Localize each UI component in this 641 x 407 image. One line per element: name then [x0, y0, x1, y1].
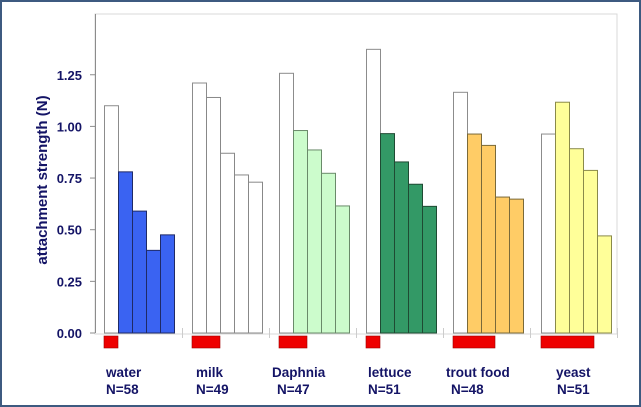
category-label: milk [196, 365, 224, 380]
red-bar-water [103, 335, 119, 349]
y-tick-label: 1.25 [57, 68, 82, 83]
bar-yeast-0 [541, 133, 556, 334]
bar-trout-food-4 [509, 198, 524, 334]
bar-water-4 [160, 234, 175, 334]
category-label: trout food [446, 365, 510, 380]
bar-milk-0 [192, 82, 207, 334]
bar-milk-2 [220, 152, 235, 334]
bar-lettuce-2 [394, 161, 409, 334]
y-tick-label: 0.50 [57, 223, 82, 238]
red-bar-yeast [540, 335, 595, 349]
y-tick-label: 0.25 [57, 274, 82, 289]
bar-milk-3 [234, 174, 249, 334]
bar-trout-food-1 [467, 133, 482, 334]
sample-size-label: N=51 [368, 382, 401, 397]
bar-yeast-2 [569, 148, 584, 334]
bar-lettuce-4 [422, 205, 437, 334]
bar-milk-4 [248, 181, 263, 334]
category-label: lettuce [368, 365, 412, 380]
category-label: water [105, 365, 142, 380]
bar-milk-1 [206, 96, 221, 334]
category-labels: water N=58 milk N=49 Daphnia N=47 lettuce N=51 t… [105, 365, 591, 397]
bar-yeast-1 [555, 101, 570, 334]
red-bar-milk [191, 335, 221, 349]
y-tick-label: 1.00 [57, 119, 82, 134]
red-bar-trout-food [452, 335, 496, 349]
y-axis-title: attachment strength (N) [34, 95, 51, 264]
y-tick-label: 0.00 [57, 326, 82, 341]
bar-water-1 [118, 171, 133, 334]
sample-size-label: N=48 [451, 382, 484, 397]
bar-lettuce-0 [366, 48, 381, 334]
plot-background [94, 13, 618, 335]
plot-area [94, 13, 618, 335]
bar-lettuce-1 [380, 133, 395, 334]
bar-trout-food-3 [495, 196, 510, 334]
category-label: yeast [556, 365, 591, 380]
bar-daphnia-0 [279, 72, 294, 334]
bar-water-2 [132, 210, 147, 334]
y-tick-label: 0.75 [57, 171, 82, 186]
bar-lettuce-3 [408, 183, 423, 334]
red-bar-daphnia [278, 335, 308, 349]
bars [104, 48, 612, 334]
sample-size-label: N=47 [277, 382, 310, 397]
red-bar-lettuce [365, 335, 381, 349]
bar-yeast-4 [597, 235, 612, 334]
bar-daphnia-4 [335, 205, 350, 334]
sample-size-label: N=51 [557, 382, 590, 397]
bar-trout-food-0 [453, 91, 468, 334]
bar-water-0 [104, 105, 119, 334]
category-label: Daphnia [272, 365, 326, 380]
red-bars [103, 328, 618, 349]
bar-daphnia-1 [293, 130, 308, 334]
bar-daphnia-3 [321, 172, 336, 334]
sample-size-label: N=49 [196, 382, 229, 397]
y-ticks: 0.00 0.25 0.50 0.75 1.00 1.25 [57, 68, 95, 341]
bar-daphnia-2 [307, 149, 322, 334]
sample-size-label: N=58 [106, 382, 139, 397]
bar-yeast-3 [583, 169, 598, 334]
bar-water-3 [146, 249, 161, 334]
bar-trout-food-2 [481, 144, 496, 334]
